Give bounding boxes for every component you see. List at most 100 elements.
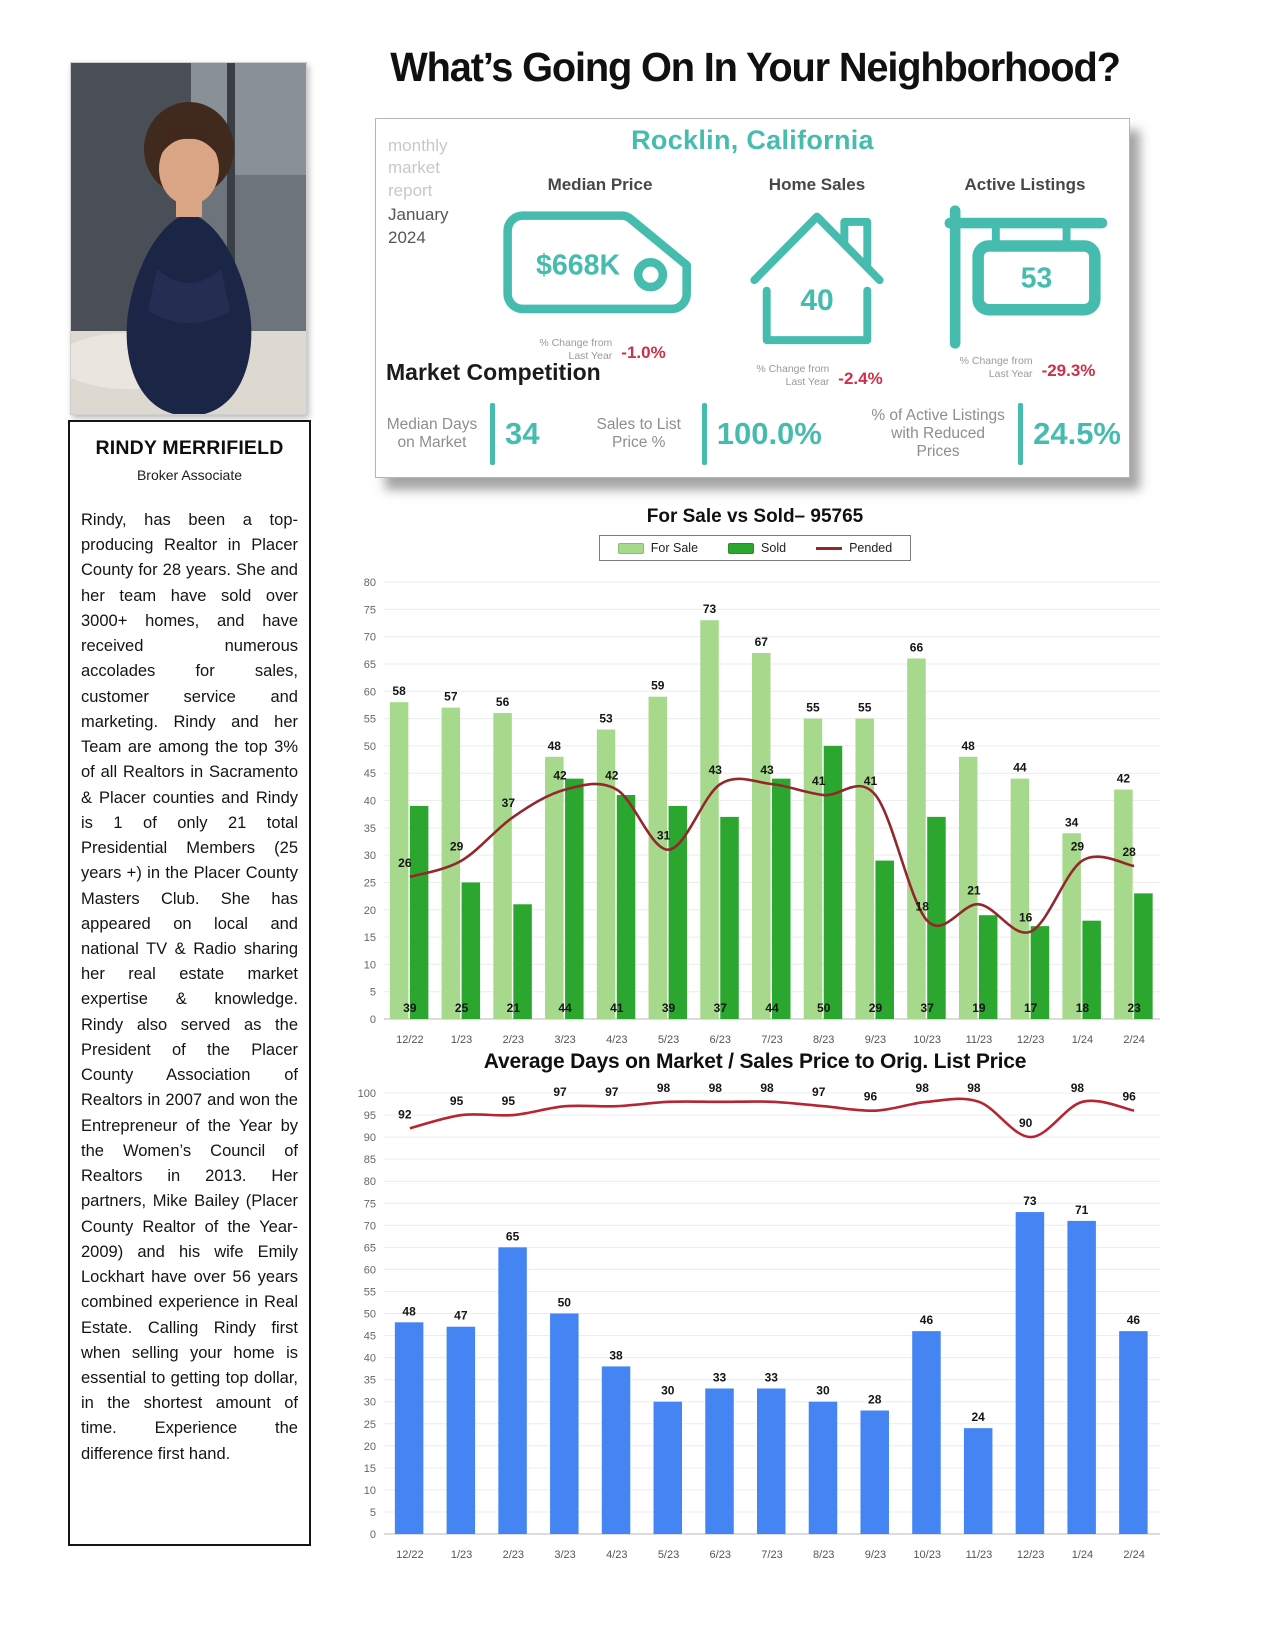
svg-text:96: 96	[1122, 1090, 1136, 1104]
svg-text:6/23: 6/23	[710, 1549, 731, 1561]
svg-text:35: 35	[364, 1375, 376, 1387]
market-report-card: monthly market report January 2024 Rockl…	[375, 118, 1130, 478]
svg-text:25: 25	[364, 877, 376, 889]
legend-for-sale: For Sale	[617, 541, 698, 555]
svg-text:2/24: 2/24	[1123, 1034, 1144, 1046]
chart-title: For Sale vs Sold– 95765	[646, 506, 864, 527]
svg-text:42: 42	[605, 769, 619, 783]
svg-text:46: 46	[920, 1313, 934, 1327]
svg-text:40: 40	[364, 796, 376, 808]
svg-text:73: 73	[703, 602, 717, 616]
report-period: January 2024	[388, 205, 449, 247]
svg-text:11/23: 11/23	[966, 1549, 993, 1561]
svg-text:2/23: 2/23	[503, 1034, 524, 1046]
for-sale-vs-sold-plot: 0 5 10 15 20 25 30 35 40 45 50 55 60 65 70 75 80 58 57 56 48…	[364, 577, 1160, 1046]
svg-text:20: 20	[364, 1441, 376, 1453]
svg-text:1/23: 1/23	[451, 1034, 472, 1046]
svg-text:12/22: 12/22	[396, 1549, 424, 1561]
svg-text:18: 18	[916, 900, 930, 914]
svg-text:66: 66	[910, 640, 924, 654]
svg-text:85: 85	[364, 1154, 376, 1166]
svg-text:10: 10	[364, 1485, 376, 1497]
svg-text:98: 98	[967, 1081, 981, 1095]
svg-text:97: 97	[553, 1085, 567, 1099]
svg-text:41: 41	[610, 1001, 624, 1015]
portrait-illustration	[71, 63, 306, 414]
svg-text:95: 95	[502, 1094, 516, 1108]
svg-text:33: 33	[765, 1370, 779, 1384]
svg-text:25: 25	[364, 1419, 376, 1431]
svg-text:48: 48	[962, 739, 976, 753]
report-city: Rocklin, California	[631, 125, 874, 155]
price-tag-icon: $668K	[503, 211, 691, 314]
svg-text:75: 75	[364, 604, 376, 616]
svg-text:43: 43	[760, 763, 774, 777]
for-sale-swatch-icon	[617, 542, 644, 554]
svg-text:50: 50	[364, 741, 376, 753]
realtor-name: RINDY MERRIFIELD	[95, 437, 284, 459]
svg-text:1/23: 1/23	[451, 1549, 472, 1561]
svg-text:28: 28	[868, 1393, 882, 1407]
svg-text:65: 65	[364, 659, 376, 671]
svg-text:8/23: 8/23	[813, 1034, 834, 1046]
svg-text:30: 30	[364, 1397, 376, 1409]
svg-text:50: 50	[817, 1001, 831, 1015]
sold-swatch-icon	[728, 542, 755, 554]
svg-text:58: 58	[392, 684, 406, 698]
svg-text:37: 37	[714, 1001, 728, 1015]
svg-text:9/23: 9/23	[865, 1034, 886, 1046]
svg-text:40: 40	[364, 1353, 376, 1365]
svg-text:80: 80	[364, 577, 376, 589]
svg-text:16: 16	[1019, 911, 1033, 925]
svg-text:92: 92	[398, 1107, 412, 1121]
eyebrow-line: monthly	[388, 136, 448, 155]
svg-text:50: 50	[364, 1309, 376, 1321]
page-title: What’s Going On In Your Neighborhood?	[390, 44, 1121, 90]
svg-text:8/23: 8/23	[813, 1549, 834, 1561]
svg-text:28: 28	[1122, 845, 1136, 859]
svg-text:100: 100	[358, 1088, 376, 1100]
svg-text:60: 60	[364, 1264, 376, 1276]
svg-text:57: 57	[444, 690, 458, 704]
change-block: % Change from Last Year -29.3%	[959, 355, 1096, 381]
svg-text:80: 80	[364, 1176, 376, 1188]
svg-text:29: 29	[450, 840, 464, 854]
realtor-title: Broker Associate	[136, 467, 243, 483]
svg-text:45: 45	[364, 1331, 376, 1343]
svg-text:39: 39	[403, 1001, 417, 1015]
svg-text:53: 53	[599, 711, 613, 725]
median-price-change: -1.0%	[621, 343, 666, 363]
svg-text:20: 20	[364, 905, 376, 917]
active-listings-change: -29.3%	[1041, 361, 1096, 381]
median-price-value: $668K	[536, 250, 621, 282]
svg-text:10/23: 10/23	[913, 1549, 941, 1561]
svg-text:73: 73	[1023, 1194, 1037, 1208]
svg-text:11/23: 11/23	[966, 1034, 993, 1046]
svg-text:0: 0	[370, 1014, 376, 1026]
svg-text:7/23: 7/23	[761, 1034, 782, 1046]
svg-text:50: 50	[558, 1296, 572, 1310]
svg-text:21: 21	[507, 1001, 521, 1015]
chart-title: Average Days on Market / Sales Price to …	[483, 1050, 1027, 1073]
svg-text:10/23: 10/23	[913, 1034, 941, 1046]
svg-text:18: 18	[1076, 1001, 1090, 1015]
svg-text:6/23: 6/23	[710, 1034, 731, 1046]
active-listings-value: 53	[1021, 262, 1052, 294]
realtor-bio-text: Rindy, has been a top-producing Realtor …	[81, 511, 298, 1463]
svg-text:44: 44	[765, 1001, 779, 1015]
svg-text:1/24: 1/24	[1072, 1034, 1093, 1046]
change-block: % Change from Last Year -2.4%	[756, 363, 883, 389]
svg-text:96: 96	[864, 1090, 878, 1104]
svg-text:30: 30	[661, 1384, 675, 1398]
svg-text:46: 46	[1127, 1313, 1141, 1327]
eyebrow-line: market	[388, 158, 440, 178]
svg-text:3/23: 3/23	[554, 1549, 575, 1561]
svg-text:90: 90	[364, 1132, 376, 1144]
svg-text:9/23: 9/23	[865, 1549, 886, 1561]
svg-text:37: 37	[502, 796, 516, 810]
svg-text:60: 60	[364, 686, 376, 698]
svg-text:21: 21	[967, 883, 981, 897]
svg-text:12/22: 12/22	[396, 1034, 424, 1046]
stat-active-listings: Active Listings 53 % Change from Last Ye…	[926, 175, 1124, 381]
days-on-market-chart: Average Days on Market / Sales Price to …	[340, 1050, 1170, 1584]
